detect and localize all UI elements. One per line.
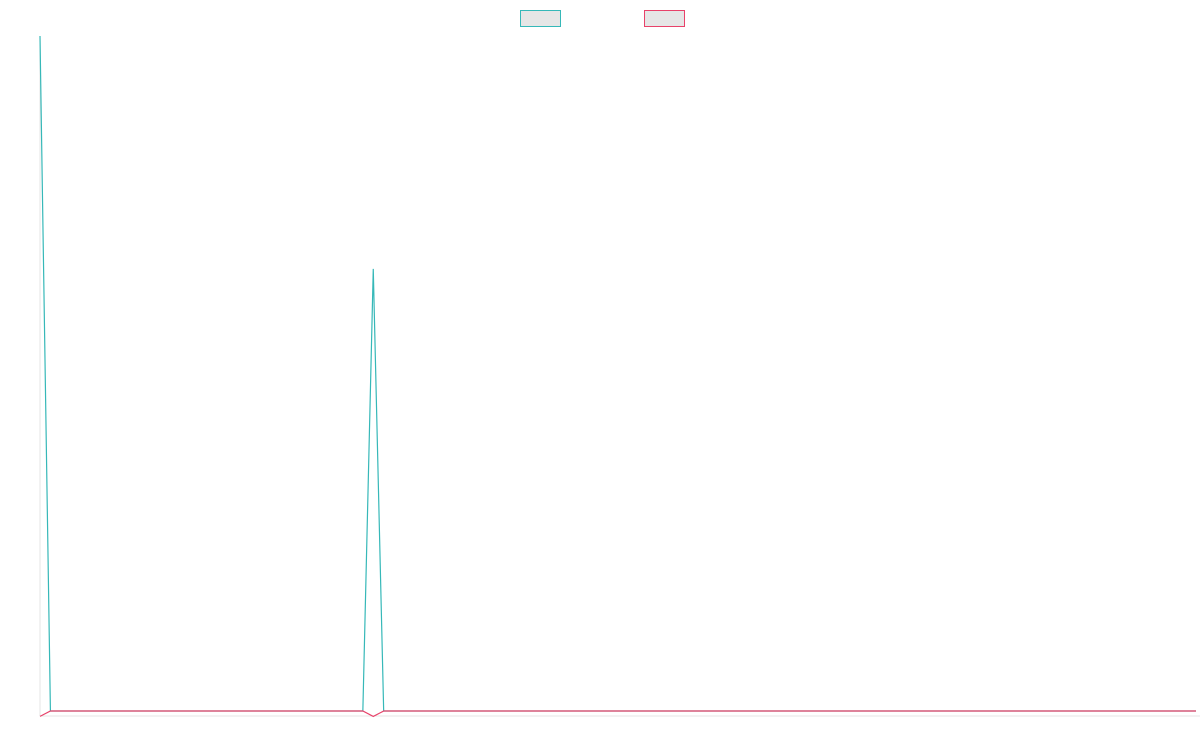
axes [39, 36, 1200, 717]
legend-item-1[interactable] [520, 10, 561, 27]
legend-swatch-2[interactable] [644, 10, 685, 27]
legend[interactable] [520, 10, 685, 27]
legend-swatch-1[interactable] [520, 10, 561, 27]
legend-item-2[interactable] [644, 10, 685, 27]
series-line-2 [39, 710, 1196, 718]
series-line-1 [39, 35, 1196, 712]
series-layer [39, 35, 1196, 718]
